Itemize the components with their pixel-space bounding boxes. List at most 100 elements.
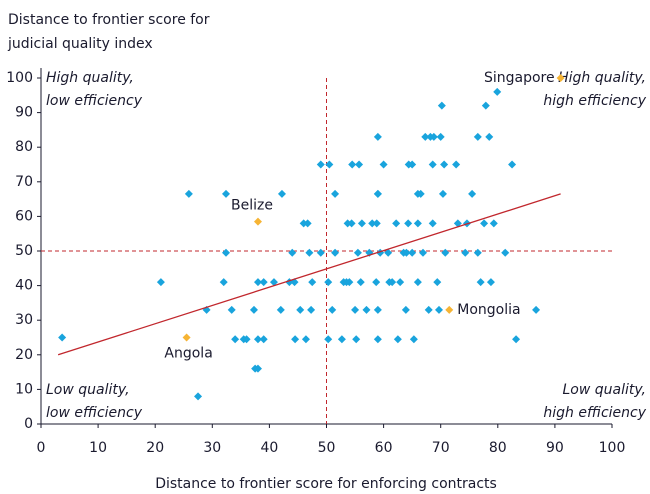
point (393, 335, 402, 344)
point (493, 87, 502, 96)
point (402, 248, 411, 257)
point (194, 392, 203, 401)
point (242, 335, 251, 344)
point (324, 278, 333, 287)
y-tick-label: 10 (15, 381, 33, 397)
x-tick-label: 20 (146, 440, 164, 456)
highlight-point (182, 333, 191, 342)
point (337, 335, 346, 344)
point (253, 364, 262, 373)
point (296, 305, 305, 314)
point (356, 278, 365, 287)
y-tick-label: 90 (15, 105, 33, 121)
point (441, 248, 450, 257)
highlight-point (253, 217, 262, 226)
point (353, 248, 362, 257)
point (249, 305, 258, 314)
x-tick-label: 10 (89, 440, 107, 456)
point (184, 189, 193, 198)
point (384, 248, 393, 257)
point (408, 248, 417, 257)
point (532, 305, 541, 314)
point (222, 189, 231, 198)
quadrant-label: Low quality, (562, 382, 646, 398)
point (408, 160, 417, 169)
point (277, 189, 286, 198)
point (156, 278, 165, 287)
point (219, 278, 228, 287)
highlight-point (445, 305, 454, 314)
highlight-label: Angola (164, 346, 212, 362)
highlight-label: Mongolia (457, 302, 520, 318)
point (404, 219, 413, 228)
point (325, 160, 334, 169)
point (512, 335, 521, 344)
point (424, 305, 433, 314)
quadrant-label: high efficiency (543, 405, 646, 421)
point (357, 219, 366, 228)
point (436, 132, 445, 141)
point (365, 248, 374, 257)
quadrant-label: high efficiency (543, 93, 646, 109)
point (437, 101, 446, 110)
point (476, 278, 485, 287)
point (372, 278, 381, 287)
y-tick-label: 60 (15, 208, 33, 224)
point (421, 132, 430, 141)
point (396, 278, 405, 287)
point (348, 160, 357, 169)
point (352, 335, 361, 344)
point (379, 160, 388, 169)
point (428, 160, 437, 169)
quadrant-label: High quality, (46, 70, 134, 86)
y-tick-label: 100 (6, 70, 33, 86)
point (373, 305, 382, 314)
point (438, 189, 447, 198)
point (416, 189, 425, 198)
point (413, 219, 422, 228)
x-tick-label: 100 (599, 440, 626, 456)
point (388, 278, 397, 287)
point (328, 305, 337, 314)
point (316, 248, 325, 257)
highlight-label: Singapore (484, 70, 555, 86)
point (372, 219, 381, 228)
point (331, 189, 340, 198)
point (409, 335, 418, 344)
point (288, 248, 297, 257)
point (222, 248, 231, 257)
point (58, 333, 67, 342)
point (227, 305, 236, 314)
x-axis-title: Distance to frontier score for enforcing… (155, 476, 497, 492)
point (373, 189, 382, 198)
quadrant-label: low efficiency (46, 405, 143, 421)
point (461, 248, 470, 257)
y-tick-label: 40 (15, 278, 33, 294)
point (253, 278, 262, 287)
y-tick-label: 50 (15, 243, 33, 259)
point (468, 189, 477, 198)
point (413, 278, 422, 287)
x-tick-label: 30 (203, 440, 221, 456)
point (486, 278, 495, 287)
trend-line (57, 193, 561, 356)
y-axis-title: Distance to frontier score for (8, 12, 210, 28)
quadrant-label: Low quality, (46, 382, 130, 398)
point (307, 305, 316, 314)
point (324, 335, 333, 344)
highlight-label: Belize (231, 198, 273, 214)
point (473, 248, 482, 257)
point (373, 335, 382, 344)
point (347, 219, 356, 228)
point (276, 305, 285, 314)
y-tick-label: 20 (15, 347, 33, 363)
x-tick-label: 60 (375, 440, 393, 456)
quadrant-label: High quality, (558, 70, 646, 86)
point (392, 219, 401, 228)
point (485, 132, 494, 141)
point (373, 132, 382, 141)
point (351, 305, 360, 314)
point (303, 219, 312, 228)
point (473, 132, 482, 141)
